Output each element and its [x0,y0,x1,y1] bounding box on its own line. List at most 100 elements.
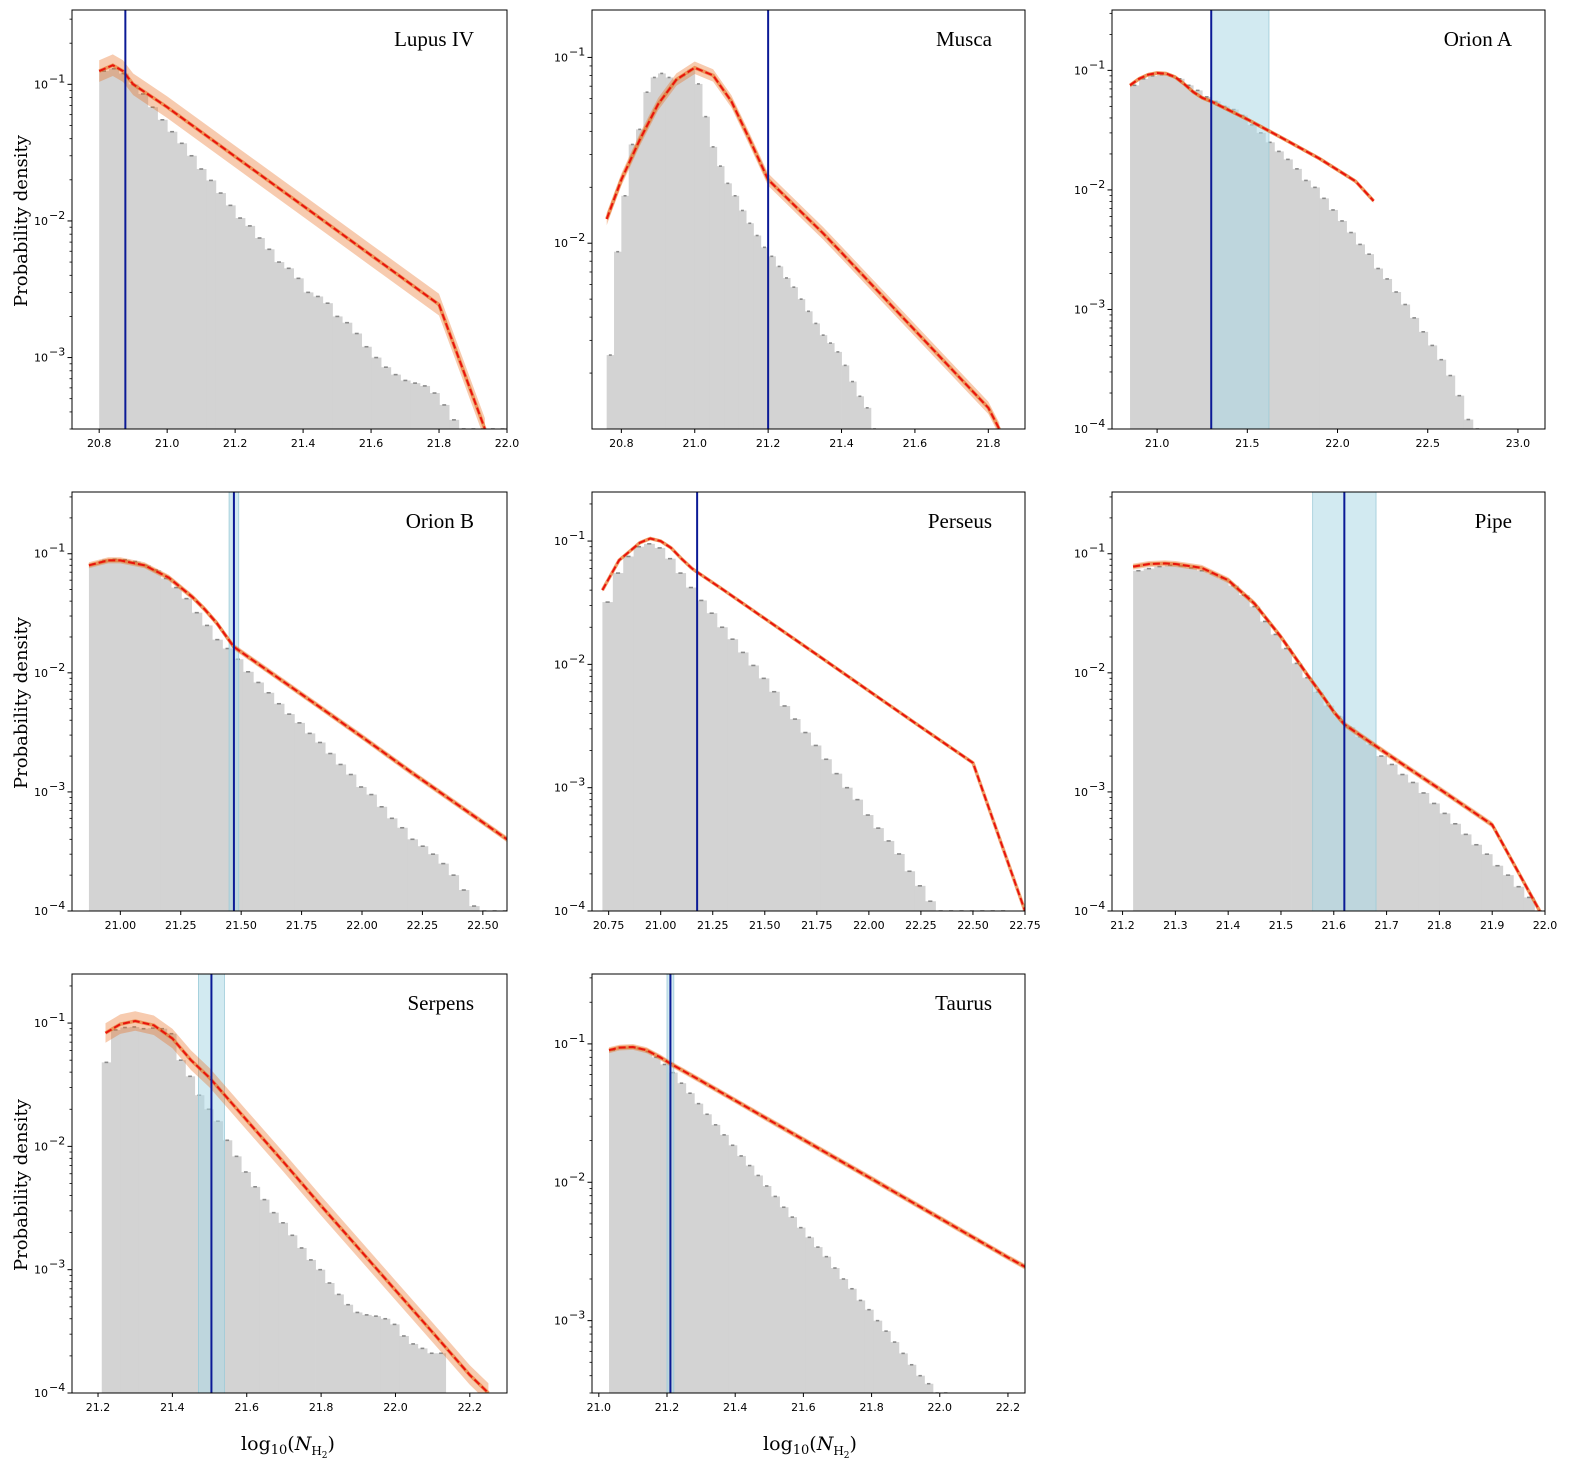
xtick-label: 22.0 [495,437,520,450]
xtick-label: 21.9 [1480,919,1505,932]
hist-bar [1373,268,1384,429]
hist-bar [212,639,223,911]
ytick-label: 10 [554,535,568,548]
hist-bar [716,166,725,429]
hist-bar [458,890,470,911]
plot-area-orion-b [88,492,507,911]
hist-bar [1175,78,1185,429]
hist-bar [883,840,895,911]
hist-bar [101,1062,112,1393]
hist-bar [99,560,110,911]
hist-bar [1157,74,1167,429]
hist-bar [1133,570,1145,911]
hist-bar [160,578,172,911]
hist-bar [841,787,853,911]
ytick-label: 10 [34,78,48,91]
hist-bar [651,1057,661,1393]
xtick-label: 21.25 [165,919,197,932]
hist-bar [1427,345,1438,429]
xtick-label: 21.8 [859,1401,884,1414]
ylabel-row-1: Probability density [11,134,32,307]
plot-area-perseus [600,492,1025,911]
hist-bar [397,827,408,911]
hist-bar [410,383,421,429]
hist-bar [852,799,864,911]
hist-bar [716,627,728,911]
yticks-taurus: 10−310−210−1 [554,977,592,1394]
hist-bar [890,1342,900,1393]
hist-bar [342,322,353,429]
ytick-exponent: −4 [1089,899,1105,912]
hist-bar [687,69,696,429]
hist-bar [1418,792,1430,911]
hist-bar [361,346,372,429]
hist-bar [779,705,791,911]
ytick-exponent: −4 [1089,417,1105,430]
hist-bar [1228,585,1240,911]
hist-bar [1409,317,1420,429]
hist-bar [351,333,363,429]
hist-bar [334,1294,344,1393]
hist-bar [314,742,326,911]
hist-bar [181,598,193,911]
hist-bar [694,83,703,429]
xtick-label: 21.4 [291,437,316,450]
hist-bar [812,323,820,429]
hist-bar [371,1316,381,1393]
xtick-label: 21.75 [286,919,318,932]
xtick-label: 20.8 [87,437,112,450]
hist-bar [1249,606,1261,911]
hist-bar [215,193,226,429]
hist-bar [1193,90,1203,429]
hist-bar [914,885,926,911]
ylabel-row-2: Probability density [11,616,32,789]
xtick-label: 21.4 [160,1401,185,1414]
plot-area-lupus-iv [98,10,505,429]
plot-area-serpens [101,974,490,1393]
ytick-exponent: −1 [49,542,65,555]
xtick-label: 22.2 [996,1401,1021,1414]
xticks-perseus: 20.75 21.00 21.25 21.50 21.75 22.00 22.25 22.50… [593,911,1041,932]
yticks-orion-b: 10−410−310−210−1 [34,496,72,918]
hist-bar [1130,85,1140,429]
hist-bar [738,210,747,429]
hist-bar [138,93,149,429]
hist-bar [1460,834,1472,911]
hist-bar [306,1259,316,1393]
axes-frame [71,491,508,912]
ytick-label: 10 [34,905,48,918]
yticks-orion-a: 10−410−310−210−1 [1074,12,1112,436]
hist-bar [1513,886,1525,911]
xtick-label: 21.8 [1427,919,1452,932]
ytick-exponent: −3 [569,1309,585,1322]
ytick-label: 10 [554,905,568,918]
ytick-label: 10 [34,667,48,680]
hist-bar [259,1199,270,1393]
hist-bar [274,262,285,429]
yticks-serpens: 10−410−310−210−1 [34,985,72,1400]
hist-bar [427,1353,437,1393]
hist-bar [345,774,357,911]
hist-bar [1400,304,1411,429]
hist-bar [408,1343,419,1393]
xlabel-taurus: log10(NH2) [763,1433,857,1461]
hist-bar [1166,75,1176,429]
yticks-perseus: 10−410−310−210−1 [554,503,592,918]
hist-bar [109,559,121,911]
model-posterior-band [99,54,485,429]
hist-bar [847,1288,857,1393]
hist-bar [745,1165,755,1393]
ytick-exponent: −4 [569,899,585,912]
hist-bar [241,1171,251,1393]
hist-bar [390,374,401,429]
hist-bar [315,1269,326,1393]
break-uncertainty-band [1210,10,1270,429]
hist-bar [907,1364,917,1393]
hist-bar [1418,331,1429,429]
hist-bar [191,612,203,911]
hist-bar [1463,419,1474,429]
xtick-label: 22.25 [407,919,439,932]
histogram-taurus [609,1046,948,1393]
